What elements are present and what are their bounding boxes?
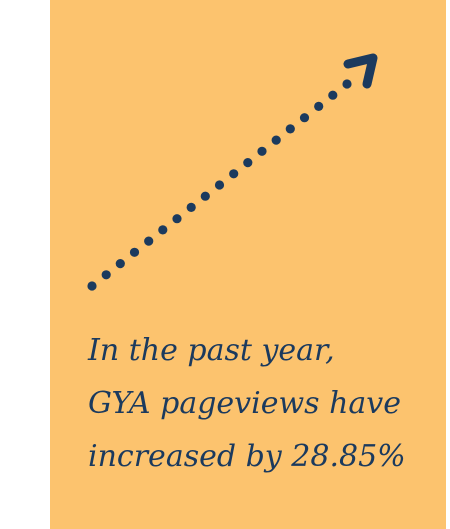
arrow-dot <box>87 281 97 291</box>
arrow-dot <box>229 169 239 179</box>
caption-line-2: GYA pageviews have <box>88 386 401 421</box>
arrow-dot <box>200 191 210 201</box>
dotted-arrow-up-right-icon <box>87 53 378 291</box>
arrow-dot <box>115 259 125 269</box>
arrow-dot <box>214 180 225 190</box>
caption-line-1: In the past year, <box>88 333 335 368</box>
stat-card: In the past year, GYA pageviews have inc… <box>50 0 446 529</box>
arrow-dot <box>314 101 324 111</box>
arrow-dot <box>172 214 182 224</box>
arrow-dot <box>101 270 111 280</box>
arrow-dot <box>285 124 295 134</box>
arrow-dot <box>271 135 281 145</box>
arrow-dot <box>129 247 140 257</box>
caption-line-3: increased by 28.85% <box>88 439 406 474</box>
caption: In the past year, GYA pageviews have inc… <box>88 324 428 483</box>
arrow-dot <box>257 146 267 156</box>
arrow-dot <box>144 236 154 246</box>
arrow-dot <box>342 79 352 89</box>
arrow-dot <box>186 202 196 212</box>
arrow-dot <box>299 113 310 123</box>
arrow-dot <box>243 158 253 168</box>
arrow-dot <box>158 225 168 235</box>
arrow-dot <box>328 90 338 100</box>
